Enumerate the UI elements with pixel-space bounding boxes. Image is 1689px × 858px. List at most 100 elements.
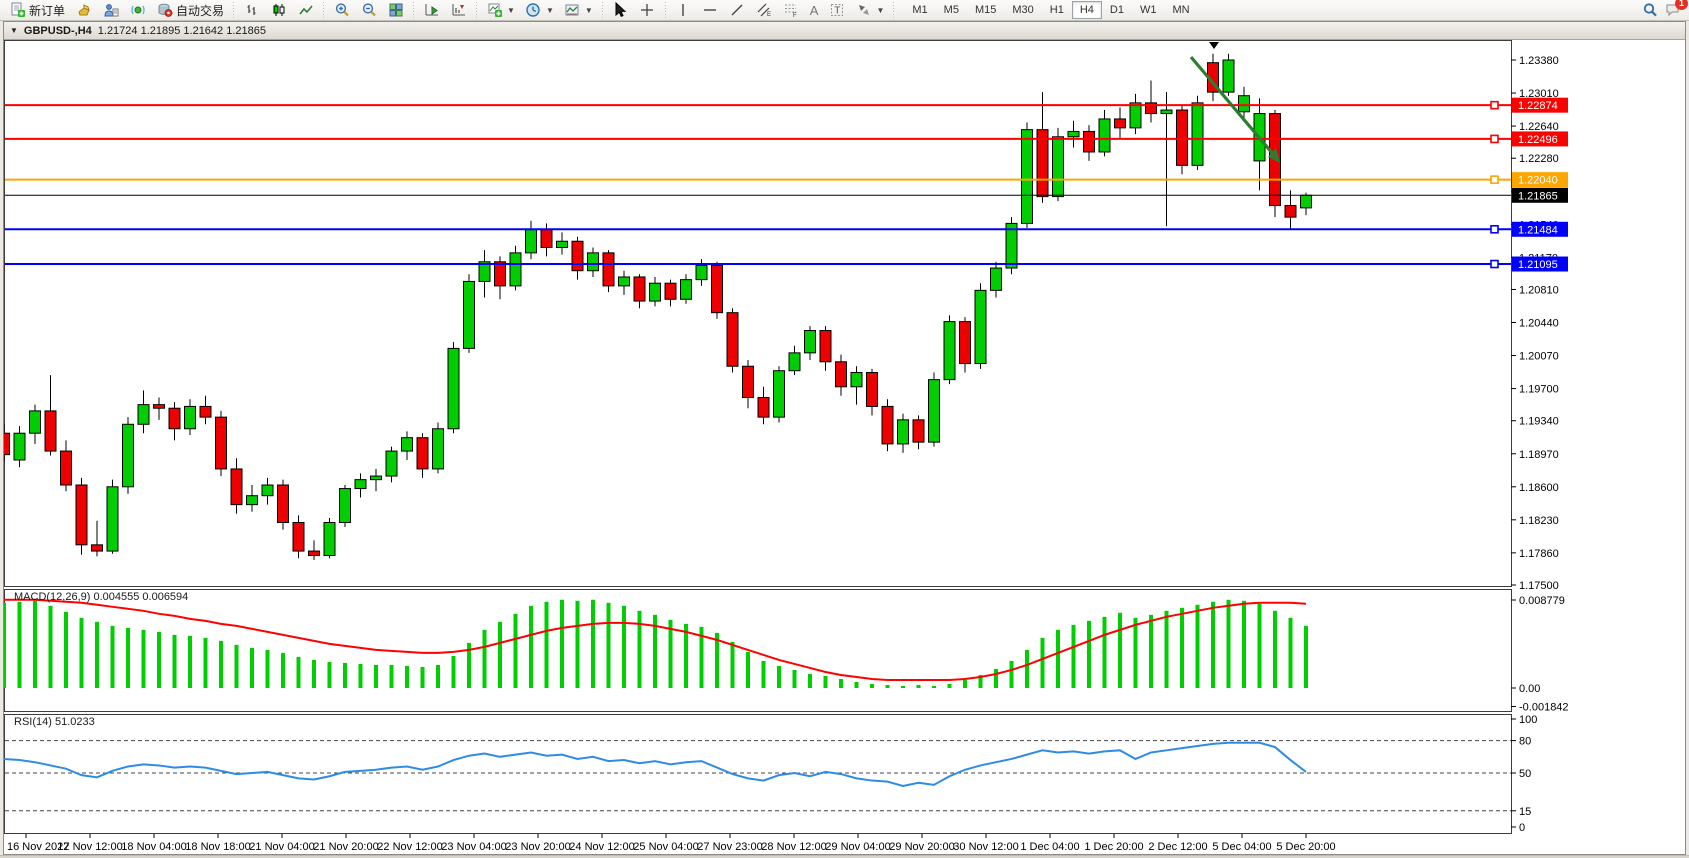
timeframe-button-h1[interactable]: H1 bbox=[1049, 4, 1064, 16]
timeframe-button-h4[interactable]: H4 bbox=[1071, 1, 1102, 19]
tile-windows-icon bbox=[387, 2, 404, 19]
time-axis-label: 22 Nov 12:00 bbox=[377, 841, 442, 853]
time-axis-label: 1 Dec 04:00 bbox=[1020, 841, 1079, 853]
time-axis-label: 25 Nov 04:00 bbox=[633, 841, 698, 853]
new-order-icon bbox=[9, 2, 26, 19]
time-axis-label: 23 Nov 04:00 bbox=[441, 841, 506, 853]
svg-text:1.22496: 1.22496 bbox=[1518, 134, 1558, 146]
templates-button[interactable]: ▼ bbox=[559, 1, 598, 20]
time-axis-label: 24 Nov 12:00 bbox=[569, 841, 634, 853]
svg-text:1.20440: 1.20440 bbox=[1519, 318, 1559, 330]
arrows-button[interactable]: ▼ bbox=[850, 1, 889, 20]
svg-text:0.008779: 0.008779 bbox=[1519, 595, 1565, 607]
chevron-down-icon: ▼ bbox=[584, 5, 593, 15]
trendline-button[interactable] bbox=[724, 1, 751, 20]
timeframe-button-m15[interactable]: M15 bbox=[974, 4, 997, 16]
svg-text:100: 100 bbox=[1519, 714, 1537, 726]
tile-windows-button[interactable] bbox=[382, 1, 409, 20]
vertical-line-icon bbox=[675, 2, 692, 19]
time-axis-label: 18 Nov 04:00 bbox=[121, 841, 186, 853]
data-window-button[interactable] bbox=[97, 1, 124, 20]
autotrading-button[interactable]: 自动交易 bbox=[151, 1, 229, 20]
signal-button[interactable] bbox=[124, 1, 151, 20]
svg-text:1.21865: 1.21865 bbox=[1518, 190, 1558, 202]
periods-button[interactable]: ▼ bbox=[520, 1, 559, 20]
timeframe-button-m1[interactable]: M1 bbox=[912, 4, 928, 16]
time-axis-label: 17 Nov 12:00 bbox=[57, 841, 122, 853]
chart-shift-button[interactable] bbox=[445, 1, 472, 20]
svg-text:1.18230: 1.18230 bbox=[1519, 515, 1559, 527]
time-axis-label: 1 Dec 20:00 bbox=[1084, 841, 1143, 853]
horizontal-line-button[interactable] bbox=[697, 1, 724, 20]
text-button[interactable]: A bbox=[805, 1, 824, 20]
svg-text:1.21095: 1.21095 bbox=[1518, 259, 1558, 271]
time-axis-label: 28 Nov 12:00 bbox=[761, 841, 826, 853]
chat-icon[interactable]: 1 bbox=[1664, 0, 1688, 19]
cursor-button[interactable] bbox=[607, 1, 634, 20]
candlestick-chart-button[interactable] bbox=[265, 1, 292, 20]
new-chart-icon bbox=[486, 2, 503, 19]
svg-text:1.18970: 1.18970 bbox=[1519, 449, 1559, 461]
market-watch-icon bbox=[75, 2, 92, 19]
svg-text:15: 15 bbox=[1519, 806, 1531, 818]
toolbar-separator bbox=[231, 2, 237, 18]
cursor-icon bbox=[612, 2, 629, 19]
new-order-button[interactable]: 新订单 bbox=[4, 1, 70, 20]
zoom-out-button[interactable] bbox=[355, 1, 382, 20]
timeframe-button-d1[interactable]: D1 bbox=[1109, 4, 1124, 16]
line-chart-icon bbox=[297, 2, 314, 19]
notification-badge: 1 bbox=[1675, 0, 1688, 10]
chart-title-symbol: GBPUSD-,H4 bbox=[23, 24, 92, 37]
svg-text:1.19700: 1.19700 bbox=[1519, 384, 1559, 396]
zoom-in-button[interactable] bbox=[328, 1, 355, 20]
time-axis-label: 18 Nov 18:00 bbox=[185, 841, 250, 853]
svg-text:0.00: 0.00 bbox=[1519, 683, 1540, 695]
vertical-line-button[interactable] bbox=[670, 1, 697, 20]
svg-text:F: F bbox=[793, 13, 797, 18]
line-chart-button[interactable] bbox=[292, 1, 319, 20]
chevron-down-icon: ▼ bbox=[545, 5, 554, 15]
text-icon: A bbox=[809, 2, 819, 18]
chart-shift-icon bbox=[450, 2, 467, 19]
status-bar bbox=[0, 855, 1689, 858]
svg-text:1.20810: 1.20810 bbox=[1519, 284, 1559, 296]
svg-text:0: 0 bbox=[1519, 822, 1525, 834]
chevron-down-icon: ▼ bbox=[507, 5, 515, 15]
channel-button[interactable]: E bbox=[751, 1, 778, 20]
auto-scroll-icon bbox=[423, 2, 440, 19]
svg-text:1.17860: 1.17860 bbox=[1519, 548, 1559, 560]
chart-titlebar[interactable]: ▼ GBPUSD-,H4 1.21724 1.21895 1.21642 1.2… bbox=[4, 22, 1685, 40]
fibonacci-icon: F bbox=[783, 2, 800, 19]
time-axis-label: 30 Nov 12:00 bbox=[953, 841, 1018, 853]
toolbar-separator bbox=[411, 2, 417, 18]
toolbar-separator bbox=[599, 2, 605, 18]
svg-text:50: 50 bbox=[1519, 768, 1531, 780]
search-icon[interactable] bbox=[1641, 2, 1658, 19]
time-axis-label: 29 Nov 20:00 bbox=[889, 841, 954, 853]
bar-chart-button[interactable] bbox=[238, 1, 265, 20]
bar-chart-icon bbox=[243, 2, 260, 19]
toolbar-separator bbox=[321, 2, 327, 18]
toolbar-separator bbox=[662, 2, 668, 18]
market-watch-button[interactable] bbox=[70, 1, 97, 20]
timeframe-button-m30[interactable]: M30 bbox=[1012, 4, 1034, 16]
toolbar-separator bbox=[891, 2, 897, 18]
time-axis-label: 29 Nov 04:00 bbox=[825, 841, 890, 853]
toolbar-separator bbox=[474, 2, 480, 18]
autotrading-icon bbox=[156, 2, 173, 19]
data-window-icon bbox=[102, 2, 119, 19]
crosshair-button[interactable] bbox=[634, 1, 661, 20]
new-chart-button[interactable]: ▼ bbox=[481, 1, 520, 20]
timeframe-button-w1[interactable]: W1 bbox=[1139, 4, 1157, 16]
text-label-button[interactable]: T bbox=[823, 1, 850, 20]
fibonacci-button[interactable]: F bbox=[778, 1, 805, 20]
chart-canvas[interactable]: 1.233801.230101.226401.222801.219101.215… bbox=[4, 40, 1685, 853]
svg-text:E: E bbox=[767, 12, 771, 18]
channel-icon: E bbox=[756, 2, 773, 19]
templates-icon bbox=[564, 2, 581, 19]
timeframe-button-m5[interactable]: M5 bbox=[943, 4, 959, 16]
svg-text:1.22040: 1.22040 bbox=[1518, 175, 1558, 187]
auto-scroll-button[interactable] bbox=[418, 1, 445, 20]
timeframe-button-mn[interactable]: MN bbox=[1172, 4, 1190, 16]
horizontal-line-icon bbox=[702, 2, 719, 19]
